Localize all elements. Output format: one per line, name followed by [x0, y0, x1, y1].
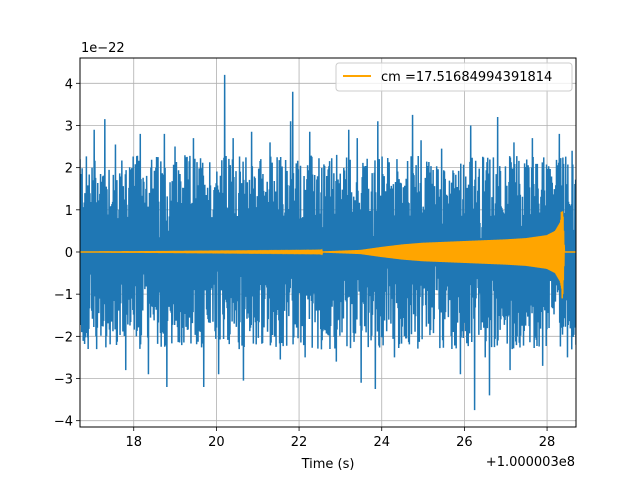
y-scale-label: 1e−22: [81, 41, 125, 56]
x-tick-label: 26: [456, 435, 473, 450]
y-tick-label: 3: [65, 119, 73, 134]
y-tick-label: −4: [54, 415, 73, 430]
y-tick-label: 0: [65, 246, 73, 261]
legend-label: cm =17.51684994391814: [381, 70, 552, 85]
x-axis: 18 20 22 24 26 28: [125, 427, 555, 450]
x-tick-label: 22: [291, 435, 308, 450]
x-tick-label: 28: [539, 435, 556, 450]
y-tick-label: 1: [65, 204, 73, 219]
plot-frame: [79, 57, 577, 428]
y-axis: −4 −3 −2 −1 0 1 2 3 4: [54, 77, 80, 430]
legend-box: [335, 62, 573, 92]
x-tick-label: 20: [208, 435, 225, 450]
series-layer: [80, 74, 576, 411]
y-tick-label: −2: [54, 330, 73, 345]
x-tick-label: 24: [373, 435, 390, 450]
series-chirp-line: [80, 211, 576, 299]
legend: cm =17.51684994391814: [335, 62, 573, 92]
x-axis-label: Time (s): [301, 457, 355, 472]
y-tick-label: −3: [54, 373, 73, 388]
x-offset-label: +1.000003e8: [486, 455, 575, 470]
y-tick-label: −1: [54, 288, 73, 303]
y-tick-label: 2: [65, 162, 73, 177]
y-tick-label: 4: [65, 77, 73, 92]
x-tick-label: 18: [125, 435, 142, 450]
